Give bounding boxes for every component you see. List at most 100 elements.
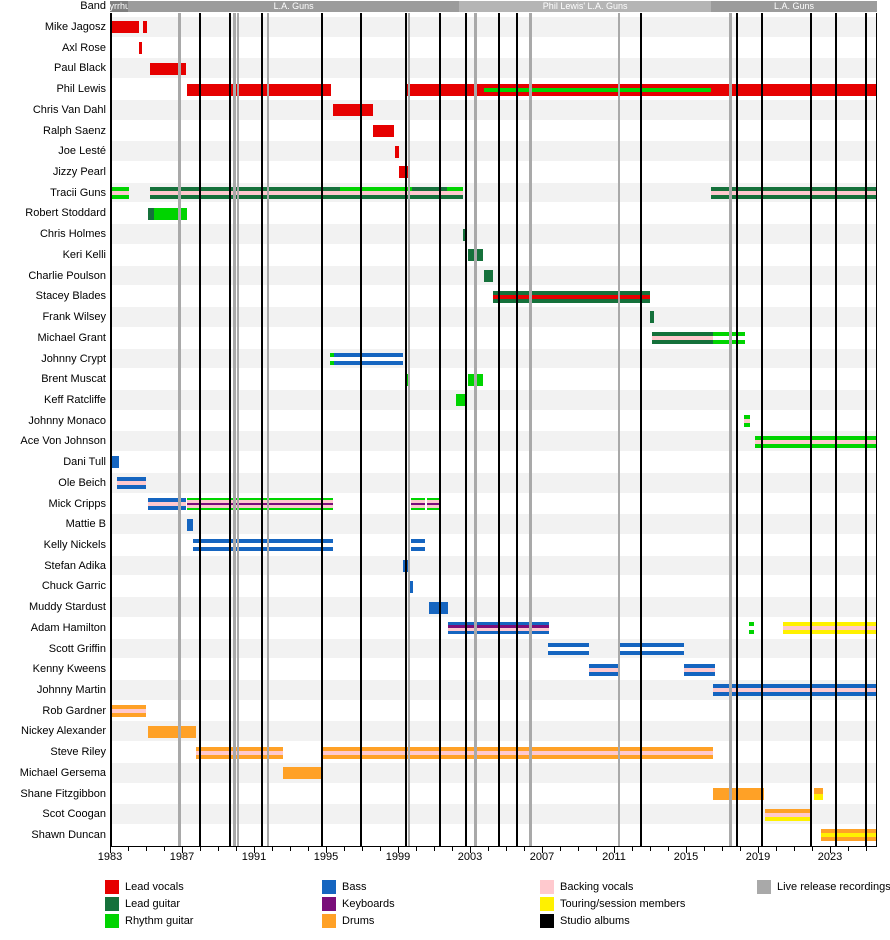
member-row — [110, 307, 877, 327]
member-label: Keff Ratcliffe — [44, 393, 106, 406]
timeline-bar-segment — [783, 622, 877, 635]
role-stripe-BV — [743, 419, 750, 424]
studio-album-line — [360, 13, 363, 846]
axis-tick — [308, 847, 309, 851]
timeline-bar-segment — [187, 518, 193, 531]
axis-tick — [794, 847, 795, 851]
role-stripe-BV — [110, 191, 129, 196]
studio-album-line — [464, 13, 467, 846]
role-stripe-BA — [713, 692, 877, 697]
axis-tick — [722, 847, 723, 851]
axis-tick — [524, 847, 525, 851]
role-stripe-RG — [484, 87, 712, 92]
member-row — [110, 680, 877, 700]
timeline-bar-segment — [282, 767, 324, 780]
studio-album-line — [497, 13, 500, 846]
band-era-track: Pyrrhus L.A. Guns Phil Lewis' L.A. Guns L.A… — [110, 1, 877, 12]
member-label: Axl Rose — [61, 41, 106, 54]
role-stripe-RG — [426, 497, 442, 501]
timeline-bar-segment — [484, 83, 712, 96]
member-label: Joe Lesté — [58, 145, 106, 158]
member-label: Johnny Monaco — [28, 414, 106, 427]
axis-tick-label: 2007 — [529, 851, 555, 863]
timeline-bar-segment — [110, 187, 129, 200]
studio-album-line — [405, 13, 408, 846]
role-stripe-BV — [783, 626, 877, 631]
role-stripe-BA — [617, 650, 685, 655]
role-stripe-DR — [813, 788, 823, 794]
timeline-bar-segment — [743, 415, 750, 428]
legend-swatch — [322, 880, 336, 894]
member-row — [110, 389, 877, 410]
legend-swatch — [105, 880, 119, 894]
role-stripe-BA — [408, 580, 414, 593]
role-stripe-RG — [426, 507, 442, 510]
live-recording-line — [233, 13, 236, 846]
axis-tick-label: 2015 — [673, 851, 699, 863]
studio-album-line — [736, 13, 739, 846]
member-label: Tracii Guns — [50, 186, 106, 199]
member-label: Scott Griffin — [48, 642, 106, 655]
timeline-bar-segment — [323, 746, 713, 759]
role-stripe-BV — [323, 750, 713, 755]
member-row — [110, 17, 877, 37]
role-stripe-BA — [117, 485, 146, 490]
axis-tick — [578, 847, 579, 851]
band-row-label: Band — [80, 0, 106, 12]
legend-label: Studio albums — [560, 915, 630, 927]
axis-tick — [128, 847, 129, 851]
timeline-bar-segment — [110, 456, 119, 469]
timeline-bar-segment — [588, 663, 618, 676]
axis-tick — [146, 847, 147, 851]
role-stripe-RG — [749, 622, 755, 627]
member-row — [110, 804, 877, 825]
legend-label: Lead guitar — [125, 898, 181, 910]
role-stripe-BA — [117, 477, 146, 482]
member-row — [110, 721, 877, 742]
role-stripe-TS — [813, 794, 823, 800]
role-stripe-LG — [650, 311, 654, 324]
axis-tick-label: 1987 — [169, 851, 195, 863]
role-stripe-LG — [651, 332, 713, 337]
axis-tick — [686, 847, 687, 853]
axis-tick — [776, 847, 777, 851]
timeline-bar-segment — [408, 580, 414, 593]
band-era-segment: L.A. Guns — [128, 1, 460, 12]
legend-swatch — [322, 914, 336, 928]
member-label: Chuck Garric — [41, 580, 106, 593]
role-stripe-LG — [493, 298, 650, 303]
axis-tick — [326, 847, 327, 853]
role-stripe-DR — [282, 767, 324, 780]
member-label: Stefan Adika — [44, 559, 106, 572]
role-stripe-BV — [147, 501, 187, 506]
legend-swatch — [540, 914, 554, 928]
role-stripe-BA — [684, 663, 715, 668]
role-stripe-BA — [410, 539, 425, 544]
axis-tick — [596, 847, 597, 851]
member-label: Stacey Blades — [35, 290, 106, 303]
role-stripe-LV — [395, 145, 399, 158]
member-label: Shawn Duncan — [31, 829, 106, 842]
axis-tick — [380, 847, 381, 851]
legend-swatch — [105, 914, 119, 928]
studio-album-line — [865, 13, 867, 846]
member-label: Mike Jagosz — [44, 21, 106, 33]
role-stripe-DR — [821, 829, 877, 834]
studio-album-line — [515, 13, 518, 846]
member-label: Johnny Crypt — [41, 352, 106, 365]
role-stripe-RG — [410, 507, 425, 510]
member-row — [110, 141, 877, 162]
timeline-bar-segment — [684, 663, 715, 676]
member-label: Shane Fitzgibbon — [20, 787, 106, 800]
role-stripe-LG — [147, 207, 155, 220]
role-stripe-LV — [333, 104, 373, 117]
role-stripe-W — [334, 356, 404, 361]
role-stripe-RG — [446, 187, 463, 192]
member-label: Scot Coogan — [42, 808, 106, 821]
role-stripe-LG — [711, 195, 877, 200]
role-stripe-BV — [426, 500, 442, 503]
role-stripe-W — [548, 646, 589, 651]
role-stripe-BA — [428, 601, 449, 614]
role-stripe-BV — [340, 191, 413, 196]
